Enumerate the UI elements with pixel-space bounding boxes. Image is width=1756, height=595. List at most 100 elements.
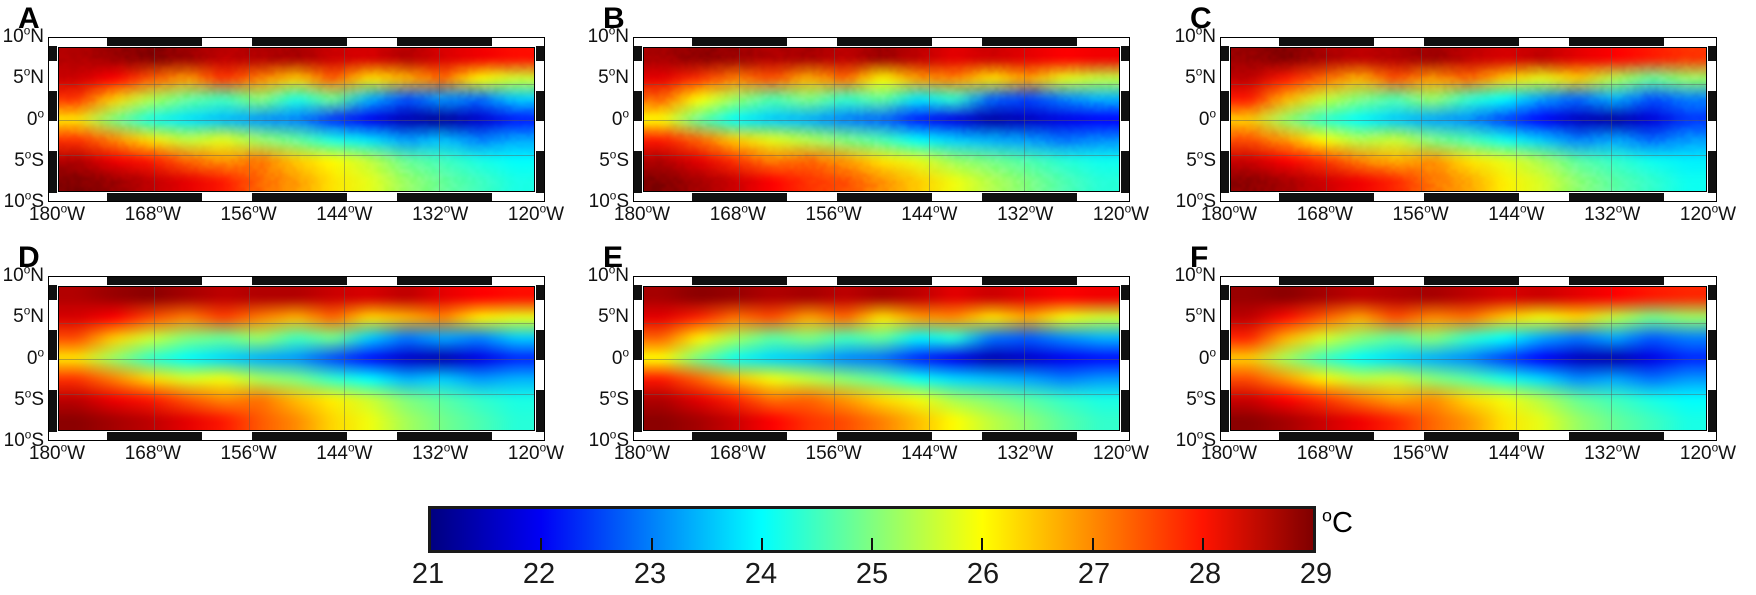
x-tick-label: 132oW [1570, 204, 1654, 227]
parallel-gridline [59, 359, 534, 360]
y-tick-label: 10oN [0, 265, 44, 288]
x-tick-label: 180oW [15, 204, 99, 227]
y-tick-label: 5oS [0, 389, 44, 412]
y-tick-label: 5oS [0, 150, 44, 173]
map-frame-band [536, 285, 544, 432]
parallel-gridline [1231, 394, 1706, 395]
colorbar-tick [761, 538, 763, 550]
x-tick-label: 168oW [111, 443, 195, 466]
x-tick-label: 180oW [1187, 204, 1271, 227]
parallel-gridline [644, 323, 1119, 324]
y-tick-label: 10oN [1146, 265, 1216, 288]
x-tick-label: 144oW [1474, 204, 1558, 227]
x-tick-label: 132oW [398, 204, 482, 227]
y-tick-label: 5oN [1146, 67, 1216, 90]
sst-map-B [643, 47, 1120, 192]
y-tick-label: 10oN [1146, 26, 1216, 49]
map-panel-A [48, 37, 545, 202]
parallel-gridline [644, 394, 1119, 395]
colorbar-tick [540, 538, 542, 550]
x-tick-label: 156oW [1379, 443, 1463, 466]
parallel-gridline [644, 155, 1119, 156]
map-frame-band [634, 46, 642, 193]
x-tick-label: 156oW [792, 204, 876, 227]
parallel-gridline [59, 323, 534, 324]
map-frame-band [49, 46, 57, 193]
x-tick-label: 132oW [398, 443, 482, 466]
sst-map-C [1230, 47, 1707, 192]
parallel-gridline [59, 120, 534, 121]
y-tick-label: 10oN [559, 26, 629, 49]
y-tick-label: 5oN [559, 67, 629, 90]
map-panel-C [1220, 37, 1717, 202]
y-tick-label: 0o [0, 109, 44, 132]
map-frame-band [1229, 38, 1708, 46]
sst-map-F [1230, 286, 1707, 431]
map-frame-band [1221, 285, 1229, 432]
x-tick-label: 180oW [15, 443, 99, 466]
map-panel-B [633, 37, 1130, 202]
colorbar-tick-label: 28 [1170, 558, 1240, 591]
x-tick-label: 156oW [1379, 204, 1463, 227]
map-frame-band [57, 277, 536, 285]
y-tick-label: 5oN [0, 67, 44, 90]
x-tick-label: 168oW [1283, 443, 1367, 466]
sst-figure: A 10oN 5oN 0o 5oS 10oS 180oW 168oW 156oW 144oW 132… [0, 0, 1756, 595]
y-tick-label: 0o [1146, 109, 1216, 132]
colorbar-tick [871, 538, 873, 550]
y-tick-label: 5oS [1146, 150, 1216, 173]
colorbar-tick [1092, 538, 1094, 550]
colorbar-tick-label: 25 [837, 558, 907, 591]
x-tick-label: 120oW [1666, 443, 1750, 466]
x-tick-label: 144oW [887, 204, 971, 227]
y-tick-label: 0o [559, 348, 629, 371]
map-frame-band [642, 38, 1121, 46]
x-tick-label: 168oW [696, 443, 780, 466]
parallel-gridline [644, 120, 1119, 121]
x-tick-label: 156oW [207, 443, 291, 466]
sst-map-A [58, 47, 535, 192]
parallel-gridline [59, 155, 534, 156]
map-frame-band [1121, 46, 1129, 193]
x-tick-label: 132oW [1570, 443, 1654, 466]
map-frame-band [1229, 193, 1708, 201]
x-tick-label: 144oW [302, 204, 386, 227]
map-frame-band [57, 38, 536, 46]
colorbar-tick-label: 22 [504, 558, 574, 591]
colorbar-tick-label: 27 [1059, 558, 1129, 591]
sst-map-E [643, 286, 1120, 431]
parallel-gridline [59, 84, 534, 85]
x-tick-label: 144oW [887, 443, 971, 466]
map-frame-band [642, 277, 1121, 285]
x-tick-label: 144oW [1474, 443, 1558, 466]
x-tick-label: 144oW [302, 443, 386, 466]
colorbar-tick-label: 23 [615, 558, 685, 591]
x-tick-label: 132oW [983, 204, 1067, 227]
parallel-gridline [1231, 120, 1706, 121]
x-tick-label: 180oW [1187, 443, 1271, 466]
map-frame-band [49, 285, 57, 432]
x-tick-label: 156oW [207, 204, 291, 227]
parallel-gridline [644, 359, 1119, 360]
map-frame-band [57, 193, 536, 201]
y-tick-label: 5oS [559, 389, 629, 412]
x-tick-label: 168oW [111, 204, 195, 227]
parallel-gridline [1231, 359, 1706, 360]
sst-map-D [58, 286, 535, 431]
map-frame-band [634, 285, 642, 432]
x-tick-label: 180oW [600, 443, 684, 466]
y-tick-label: 5oS [1146, 389, 1216, 412]
y-tick-label: 5oN [559, 306, 629, 329]
parallel-gridline [1231, 155, 1706, 156]
map-frame-band [1708, 285, 1716, 432]
colorbar-tick-label: 24 [726, 558, 796, 591]
y-tick-label: 0o [559, 109, 629, 132]
colorbar-tick [1202, 538, 1204, 550]
y-tick-label: 10oN [559, 265, 629, 288]
y-tick-label: 0o [1146, 348, 1216, 371]
map-frame-band [1221, 46, 1229, 193]
y-tick-label: 5oS [559, 150, 629, 173]
x-tick-label: 132oW [983, 443, 1067, 466]
map-frame-band [1708, 46, 1716, 193]
map-frame-band [536, 46, 544, 193]
